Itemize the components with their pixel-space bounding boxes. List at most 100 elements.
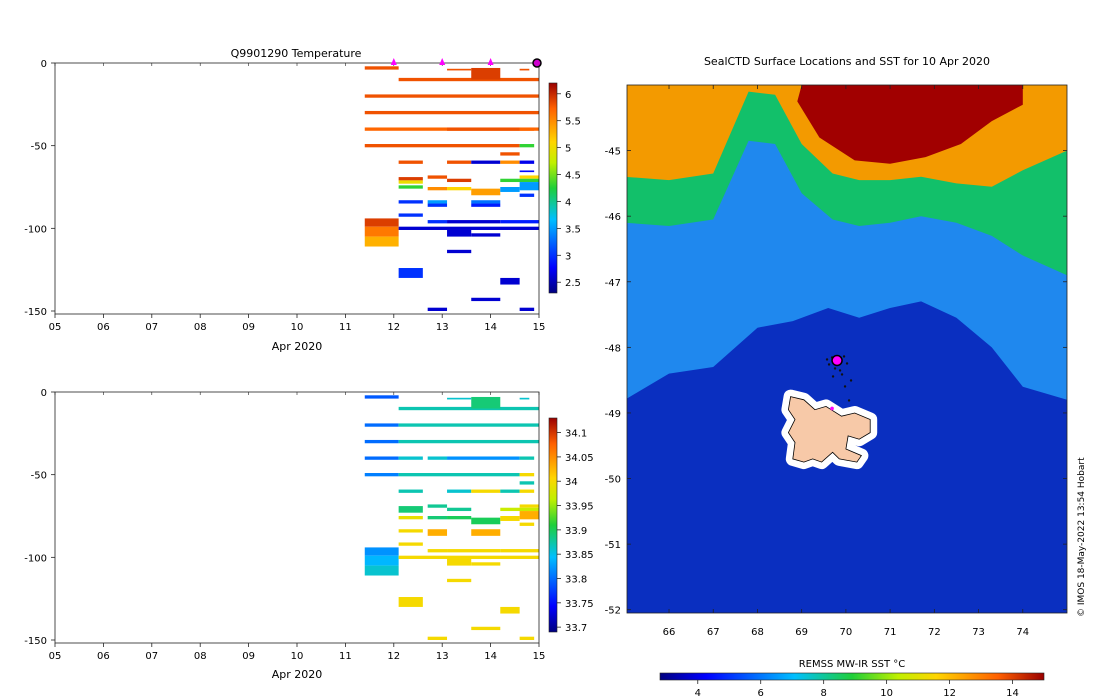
temperature-y-tick-label: -50	[31, 142, 47, 153]
temperature-colorbar-tick-label: 5	[565, 144, 571, 155]
sst-colorbar-tick-label: 12	[943, 688, 956, 699]
salinity-y-tick-label: -100	[24, 553, 47, 564]
temperature-cell	[519, 175, 539, 179]
seal-surface-point	[833, 367, 837, 370]
sst-map-field	[627, 85, 1067, 613]
sst-lon-tick-label: 72	[928, 627, 941, 638]
sst-map-panel: SealCTD Surface Locations and SST for 10…	[605, 55, 1087, 699]
sst-lat-tick-label: -50	[605, 475, 621, 486]
temperature-cell	[519, 170, 535, 173]
salinity-x-tick-label: 07	[145, 651, 158, 662]
salinity-cell	[364, 565, 399, 576]
salinity-cell	[447, 489, 472, 493]
sst-colorbar-tick-label: 4	[695, 688, 701, 699]
sst-lon-tick-label: 74	[1016, 627, 1029, 638]
salinity-x-tick-label: 09	[242, 651, 255, 662]
salinity-cell	[398, 473, 520, 477]
salinity-cell	[447, 397, 472, 400]
salinity-cell	[500, 549, 539, 553]
sst-colorbar-tick-label: 6	[758, 688, 764, 699]
salinity-cell	[471, 562, 501, 566]
salinity-colorbar	[548, 417, 558, 633]
salinity-cell	[500, 516, 520, 521]
temperature-x-tick-label: 14	[484, 322, 497, 333]
temperature-cell	[500, 178, 539, 183]
seal-surface-point	[825, 358, 829, 361]
temperature-cell	[447, 160, 472, 164]
salinity-y-ticks: 0 -50 -100 -150	[24, 388, 55, 647]
temperature-cell	[471, 297, 501, 302]
salinity-cell	[447, 549, 501, 553]
salinity-x-tick-label: 05	[49, 651, 62, 662]
temperature-x-tick-label: 15	[533, 322, 546, 333]
seal-surface-point	[842, 355, 846, 358]
temperature-cell	[471, 200, 501, 204]
salinity-cell	[364, 473, 399, 477]
temperature-cell	[471, 233, 501, 237]
sst-lon-tick-label: 68	[751, 627, 764, 638]
temperature-cell	[364, 226, 399, 237]
salinity-panel: 05 06 07 08 09 10 11 12 13 14 15 0 -50 -100 -150 Apr …	[24, 388, 593, 681]
temperature-cell	[398, 213, 423, 217]
profile-marker	[439, 58, 446, 65]
temperature-cell	[427, 187, 448, 191]
temperature-y-ticks: 0 -50 -100 -150	[24, 59, 55, 318]
salinity-x-ticks: 05 06 07 08 09 10 11 12 13 14 15	[49, 392, 546, 662]
sst-lat-tick-label: -48	[605, 343, 621, 354]
temperature-x-tick-label: 05	[49, 322, 62, 333]
salinity-cell	[471, 396, 501, 409]
salinity-x-tick-label: 12	[387, 651, 400, 662]
salinity-colorbar-tick-label: 33.7	[565, 623, 587, 634]
salinity-cell	[500, 489, 520, 493]
temperature-cell	[447, 249, 472, 254]
sst-colorbar-tick-label: 8	[820, 688, 826, 699]
salinity-colorbar-tick-label: 34.1	[565, 429, 587, 440]
salinity-cell	[364, 395, 399, 399]
salinity-cell	[519, 636, 535, 640]
salinity-y-tick-label: -50	[31, 471, 47, 482]
salinity-cell	[364, 423, 399, 427]
salinity-x-tick-label: 14	[484, 651, 497, 662]
temperature-cell	[471, 160, 501, 164]
salinity-cell	[427, 549, 448, 553]
seal-latest-location	[831, 354, 843, 367]
temperature-cell	[427, 203, 448, 207]
salinity-x-tick-label: 15	[533, 651, 546, 662]
seal-surface-point	[830, 406, 834, 411]
temperature-y-tick-label: -100	[24, 224, 47, 235]
temperature-x-label: Apr 2020	[272, 340, 323, 353]
sst-map-title: SealCTD Surface Locations and SST for 10…	[704, 55, 990, 68]
temperature-cell	[427, 307, 448, 311]
salinity-x-tick-label: 06	[97, 651, 110, 662]
sst-colorbar-tick-label: 10	[880, 688, 893, 699]
temperature-cell	[519, 307, 535, 311]
temperature-cell	[398, 177, 423, 181]
salinity-cell	[427, 456, 448, 460]
temperature-cell	[398, 180, 423, 184]
temperature-colorbar-tick-label: 3	[565, 251, 571, 262]
salinity-cell	[427, 636, 448, 640]
sst-lon-tick-label: 69	[795, 627, 808, 638]
sst-colorbar-label: REMSS MW-IR SST °C	[799, 659, 906, 670]
temperature-cell	[519, 68, 530, 71]
salinity-colorbar-tick-label: 33.85	[565, 550, 594, 561]
salinity-cell	[364, 456, 399, 460]
temperature-x-tick-label: 08	[194, 322, 207, 333]
temperature-cell	[471, 188, 501, 196]
sst-lat-tick-label: -45	[605, 147, 621, 158]
temperature-title: Q9901290 Temperature	[231, 47, 362, 60]
sst-lon-tick-label: 70	[840, 627, 853, 638]
salinity-cell	[398, 542, 423, 546]
salinity-colorbar-tick-label: 33.8	[565, 575, 587, 586]
temperature-cell	[519, 127, 535, 131]
salinity-cell	[471, 517, 501, 525]
seal-surface-point	[840, 373, 844, 376]
salinity-cell	[447, 507, 472, 512]
salinity-cell	[519, 511, 539, 520]
temperature-cell	[500, 220, 539, 224]
temperature-x-tick-label: 12	[387, 322, 400, 333]
temperature-colorbar	[548, 82, 558, 294]
salinity-colorbar-ticks: 33.7 33.75 33.8 33.85 33.9 33.95 34 34.05 34.1	[557, 429, 594, 634]
salinity-colorbar-tick-label: 33.9	[565, 526, 587, 537]
temperature-cell	[398, 226, 539, 230]
